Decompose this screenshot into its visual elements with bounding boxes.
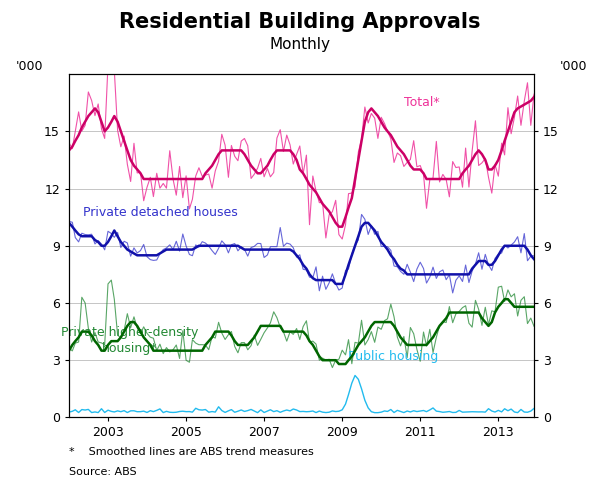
Text: Total*: Total* — [404, 96, 439, 109]
Text: '000: '000 — [560, 60, 587, 74]
Text: Public housing: Public housing — [348, 350, 438, 364]
Text: Residential Building Approvals: Residential Building Approvals — [119, 12, 481, 32]
Text: '000: '000 — [16, 60, 43, 74]
Text: *    Smoothed lines are ABS trend measures: * Smoothed lines are ABS trend measures — [69, 447, 314, 457]
Text: Private higher-density
housing*: Private higher-density housing* — [61, 327, 198, 356]
Text: Monthly: Monthly — [269, 37, 331, 52]
Text: Source: ABS: Source: ABS — [69, 467, 137, 477]
Text: Private detached houses: Private detached houses — [83, 206, 238, 219]
